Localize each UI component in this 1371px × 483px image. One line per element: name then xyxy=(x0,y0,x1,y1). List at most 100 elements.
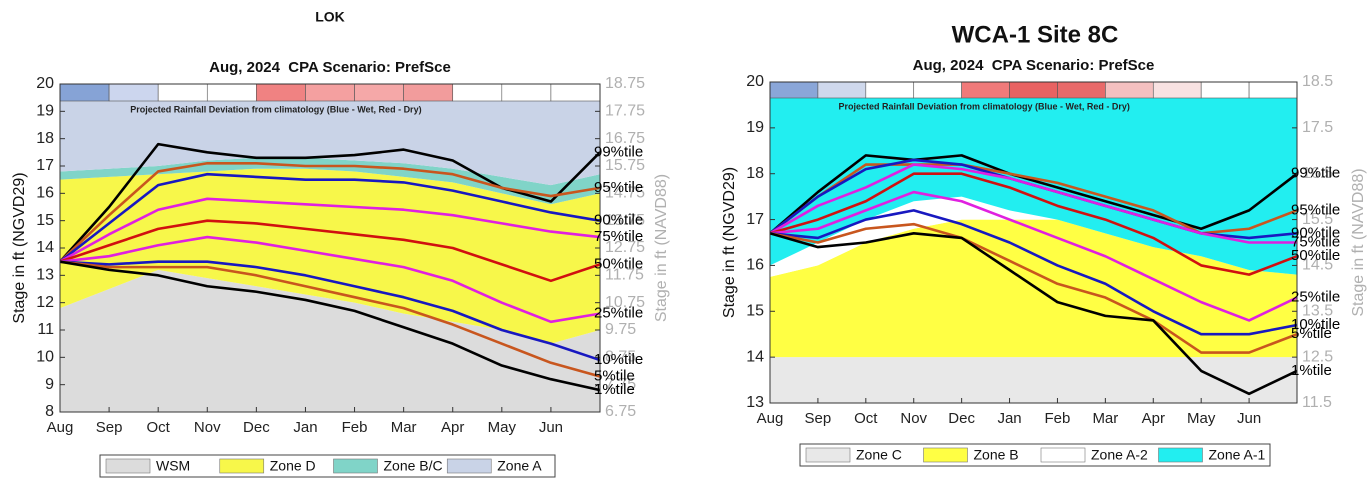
y-tick-label: 20 xyxy=(36,75,54,92)
y2-tick-label: 15.75 xyxy=(605,157,645,174)
rainfall-cell xyxy=(403,84,454,102)
plot-area xyxy=(60,84,600,412)
x-tick-label: Oct xyxy=(854,410,878,427)
y-tick-label: 17 xyxy=(746,211,764,228)
rainfall-cell xyxy=(305,84,355,102)
rainfall-cell xyxy=(354,84,404,102)
y-tick-label: 13 xyxy=(746,394,764,411)
rainfall-cell xyxy=(1105,82,1154,99)
x-tick-label: Nov xyxy=(194,419,221,436)
series-label: 75%tile xyxy=(594,228,643,245)
percentile-line xyxy=(60,172,600,263)
zone-area xyxy=(60,168,600,344)
series-label: 25%tile xyxy=(1291,288,1340,305)
legend-label: Zone A-1 xyxy=(1209,447,1266,463)
legend-label: Zone A xyxy=(497,458,542,474)
y-tick-label: 15 xyxy=(746,303,764,320)
x-tick-label: Jan xyxy=(293,419,317,436)
legend-box xyxy=(99,454,556,478)
series-label: 25%tile xyxy=(594,305,643,322)
y2-tick-label: 18.75 xyxy=(605,75,645,92)
y2-tick-label: 17.75 xyxy=(605,103,645,120)
rainfall-cell xyxy=(60,84,110,102)
legend-label: Zone B/C xyxy=(384,458,443,474)
series-label: 10%tile xyxy=(1291,316,1340,333)
rainfall-cell xyxy=(961,82,1010,99)
zone-area xyxy=(60,157,600,205)
y-tick-label: 17 xyxy=(36,157,54,174)
y2-axis-label: Stage in ft (NAVD88) xyxy=(653,174,670,322)
percentile-line xyxy=(60,260,600,362)
series-label: 90%tile xyxy=(1291,224,1340,241)
y2-tick-label: 11.5 xyxy=(1302,394,1332,411)
annotation: Projected Rainfall Deviation from climat… xyxy=(839,101,1130,111)
rainfall-cell xyxy=(1009,82,1058,99)
series-label: 1%tile xyxy=(1291,362,1332,379)
x-tick-label: May xyxy=(488,419,517,436)
y-tick-label: 19 xyxy=(746,119,764,136)
legend-label: Zone B xyxy=(974,447,1019,463)
legend-swatch xyxy=(805,447,851,463)
y2-tick-label: 14.75 xyxy=(605,185,645,202)
percentile-line xyxy=(60,235,600,324)
y-axis-label: Stage in ft (NGVD29) xyxy=(11,172,28,323)
annotation: Projected Rainfall Deviation from climat… xyxy=(130,104,421,114)
rainfall-cell xyxy=(501,84,552,102)
percentile-line xyxy=(60,260,600,378)
legend-swatch xyxy=(923,447,968,463)
legend-label: Zone A-2 xyxy=(1091,447,1148,463)
zone-area xyxy=(60,269,600,412)
legend-label: WSM xyxy=(156,458,190,474)
y-tick-label: 20 xyxy=(746,73,764,90)
chart-title: LOK xyxy=(315,9,345,25)
x-tick-label: Sep xyxy=(96,419,123,436)
plot-frame xyxy=(769,81,1298,404)
percentile-line xyxy=(60,260,600,392)
series-label: 50%tile xyxy=(594,255,643,272)
x-tick-label: Nov xyxy=(900,410,927,427)
rainfall-cell xyxy=(913,82,962,99)
rainfall-cell xyxy=(865,82,915,99)
chart-subtitle: Aug, 2024 CPA Scenario: PrefSce xyxy=(209,59,451,76)
percentile-line xyxy=(770,209,1297,336)
y2-tick-label: 18.5 xyxy=(1302,73,1333,90)
legend-swatch xyxy=(1040,447,1086,463)
y2-tick-label: 12.75 xyxy=(605,239,645,256)
rainfall-cell xyxy=(770,82,819,99)
y2-tick-label: 7.75 xyxy=(605,376,636,393)
rainfall-cell xyxy=(1200,82,1250,99)
series-label: 50%tile xyxy=(1291,247,1340,264)
rainfall-cell xyxy=(1248,82,1297,99)
series-label: 95%tile xyxy=(594,179,643,196)
rainfall-cell xyxy=(1152,82,1202,99)
zone-area xyxy=(770,219,1297,358)
y2-tick-label: 16.75 xyxy=(605,130,645,147)
x-tick-label: Sep xyxy=(805,410,832,427)
y2-tick-label: 11.75 xyxy=(605,267,644,284)
series-label: 5%tile xyxy=(594,367,635,384)
x-tick-label: Oct xyxy=(147,419,171,436)
y-tick-label: 8 xyxy=(45,403,54,420)
series-label: 10%tile xyxy=(594,351,643,368)
y-tick-label: 18 xyxy=(746,165,764,182)
rainfall-cell xyxy=(1057,82,1106,99)
x-tick-label: Apr xyxy=(1142,410,1165,427)
percentile-line xyxy=(770,232,1297,396)
series-label: 1%tile xyxy=(594,381,635,398)
x-tick-label: Mar xyxy=(391,419,417,436)
y-tick-label: 14 xyxy=(36,239,54,256)
x-tick-label: Dec xyxy=(948,410,975,427)
percentile-line xyxy=(60,161,600,263)
y2-tick-label: 10.75 xyxy=(605,294,645,311)
series-label: 99%tile xyxy=(594,143,643,160)
legend-swatch xyxy=(333,458,378,474)
series-label: 99%tile xyxy=(1291,165,1340,182)
y-tick-label: 11 xyxy=(37,321,54,338)
y2-tick-label: 17.5 xyxy=(1302,119,1333,136)
legend-label: Zone D xyxy=(270,458,316,474)
chart-title: WCA-1 Site 8C xyxy=(952,21,1119,48)
x-tick-label: Aug xyxy=(47,419,74,436)
zone-area xyxy=(60,84,600,186)
series-label: 75%tile xyxy=(1291,233,1340,250)
y2-tick-label: 12.5 xyxy=(1302,348,1333,365)
